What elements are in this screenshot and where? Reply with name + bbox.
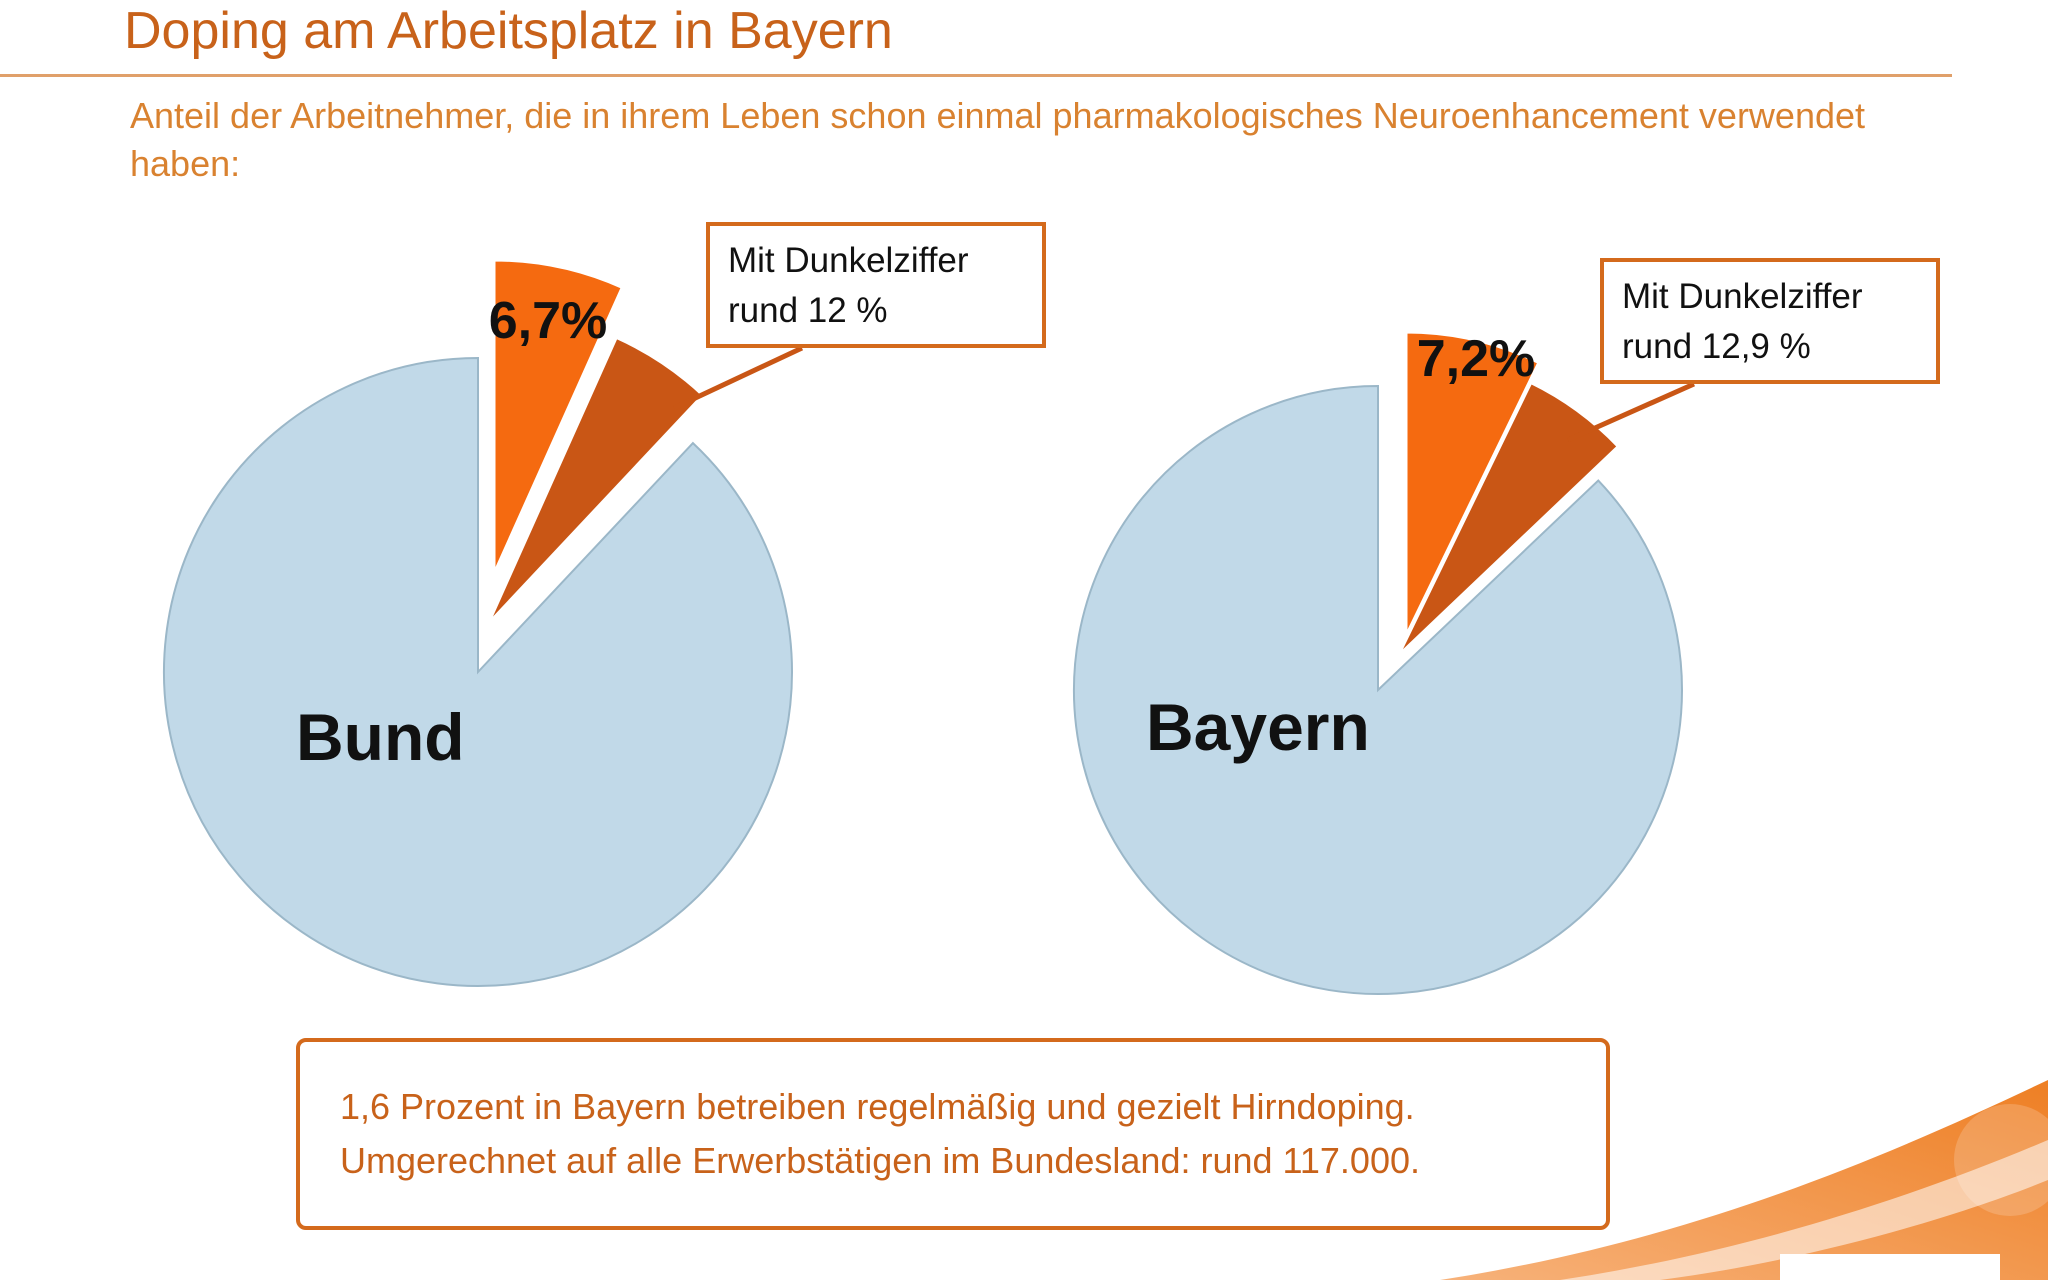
callout-bund-line1: Mit Dunkelziffer <box>728 241 969 280</box>
callout-leader-line-bayern <box>1566 381 1696 443</box>
callout-bayern-line2: rund 12,9 % <box>1622 327 1811 366</box>
pie-name-label-bund: Bund <box>296 700 465 774</box>
title-divider <box>0 74 1952 77</box>
pie-value-label-bund: 6,7% <box>489 292 608 350</box>
pie-value-label-bayern: 7,2% <box>1417 330 1536 388</box>
callout-bund-line2: rund 12 % <box>728 291 888 330</box>
summary-note-box: 1,6 Prozent in Bayern betreiben regelmäß… <box>296 1038 1610 1230</box>
pie-slice-bund-0 <box>492 258 625 575</box>
callout-bayern: Mit Dunkelziffer rund 12,9 % <box>1600 258 1940 384</box>
callout-leader-line-bund <box>672 345 804 411</box>
pie-name-label-bayern: Bayern <box>1146 690 1370 764</box>
pie-chart-bayern: 7,2% Bayern <box>1072 330 1696 995</box>
callout-bund: Mit Dunkelziffer rund 12 % <box>706 222 1046 348</box>
pie-slice-bund-2 <box>163 356 793 987</box>
chart-subtitle: Anteil der Arbeitnehmer, die in ihrem Le… <box>130 95 1866 184</box>
pie-slice-bayern-2 <box>1072 384 1683 995</box>
summary-note-line2: Umgerechnet auf alle Erwerbstätigen im B… <box>340 1140 1420 1181</box>
pie-slice-bayern-1 <box>1396 380 1621 658</box>
callout-bayern-line1: Mit Dunkelziffer <box>1622 277 1863 316</box>
pie-slice-bayern-0 <box>1404 330 1541 637</box>
summary-note-line1: 1,6 Prozent in Bayern betreiben regelmäß… <box>340 1086 1415 1127</box>
page-title: Doping am Arbeitsplatz in Bayern <box>124 2 893 60</box>
pie-chart-bund: 6,7% Bund <box>163 258 804 987</box>
